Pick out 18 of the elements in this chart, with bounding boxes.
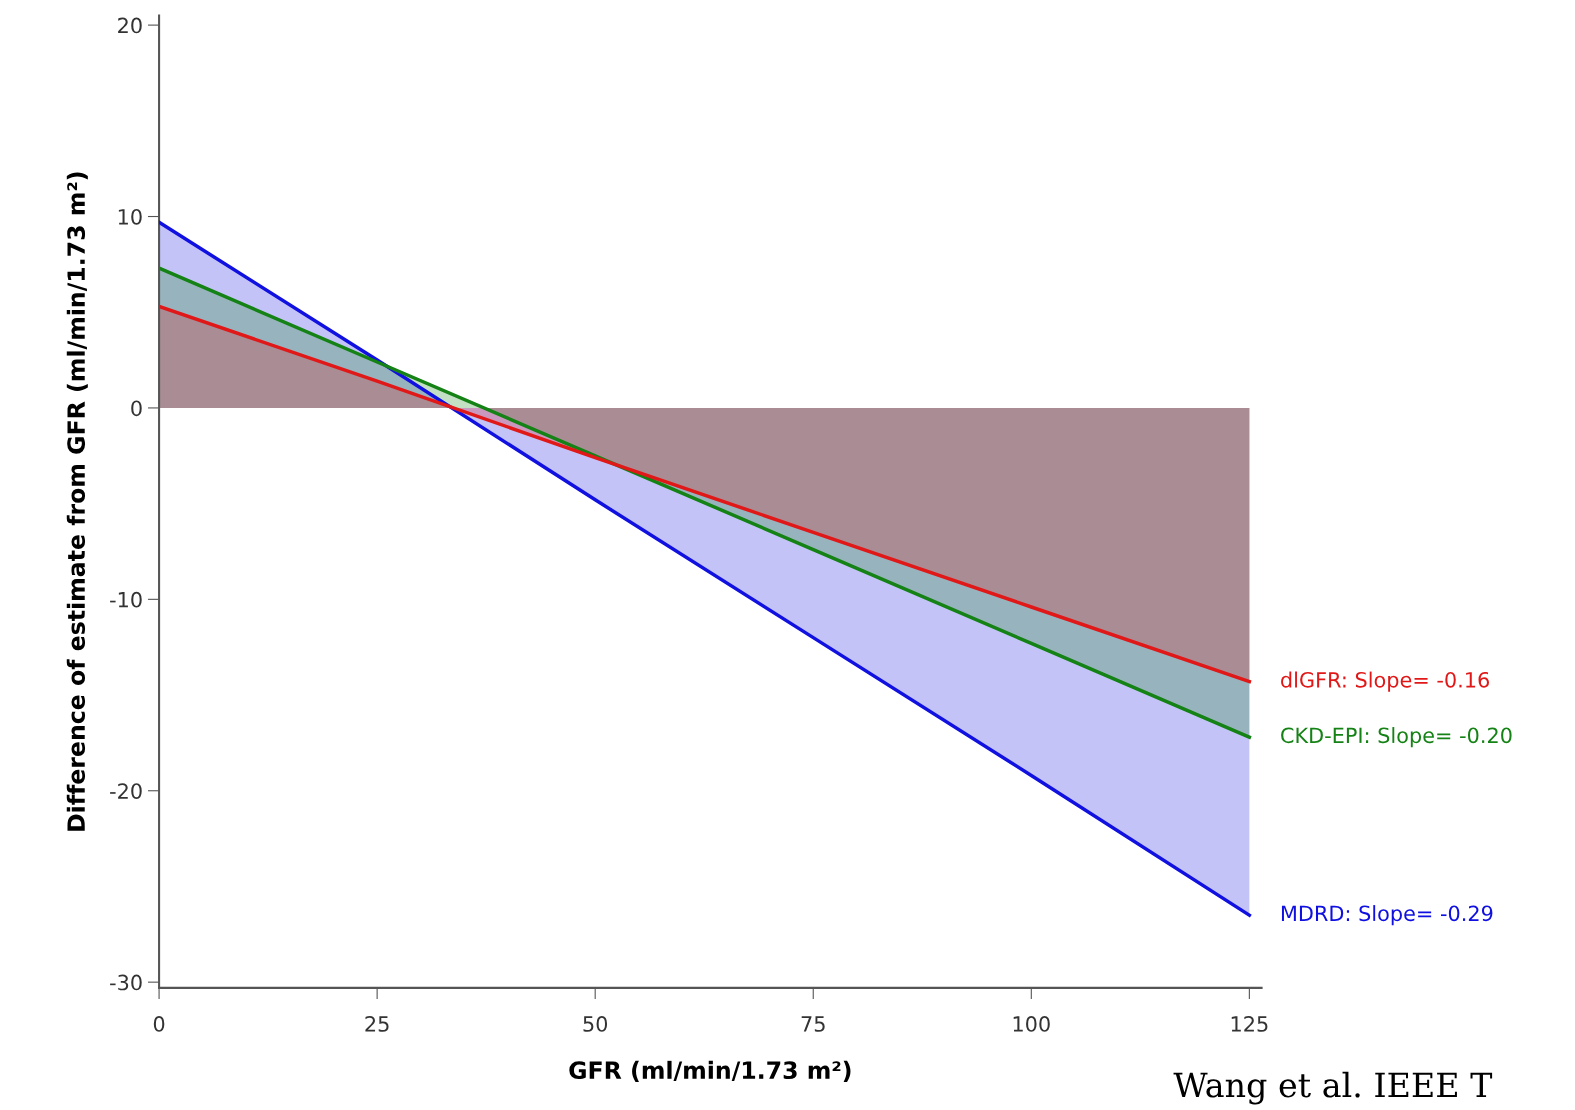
x-axis-title: GFR (ml/min/1.73 m²) xyxy=(569,1060,851,1082)
series-label: dlGFR: Slope= -0.16 xyxy=(1281,671,1489,692)
y-tick-label: -30 xyxy=(110,974,142,991)
y-axis-title: Difference of estimate from GFR (ml/min/1.73 m²) xyxy=(66,172,88,831)
x-tick-label: 75 xyxy=(801,1016,825,1032)
x-tick-label: 125 xyxy=(1231,1016,1268,1032)
y-tick-label: 20 xyxy=(118,17,142,34)
y-tick-label: 0 xyxy=(131,400,142,417)
y-tick-label: -10 xyxy=(110,591,142,608)
series-label: CKD-EPI: Slope= -0.20 xyxy=(1281,727,1512,748)
x-tick-label: 100 xyxy=(1013,1016,1050,1032)
y-tick-label: -20 xyxy=(110,783,142,799)
text: Wang et al. IEEE T xyxy=(1173,1071,1493,1105)
x-tick-label: 25 xyxy=(365,1016,389,1032)
series-label: MDRD: Slope= -0.29 xyxy=(1281,905,1493,926)
x-tick-label: 0 xyxy=(153,1016,165,1032)
x-tick-label: 50 xyxy=(583,1016,608,1032)
y-tick-label: 10 xyxy=(118,208,142,225)
